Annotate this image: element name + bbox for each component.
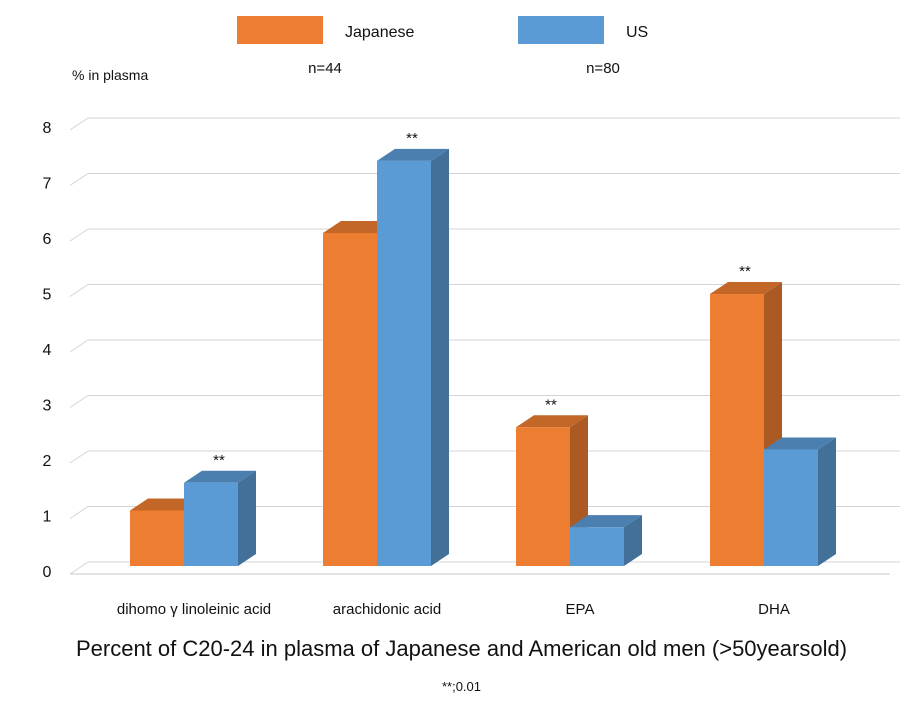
- legend-swatch: [237, 16, 323, 44]
- y-tick-label: 1: [43, 509, 52, 526]
- significance-marker: **: [406, 130, 418, 147]
- bar: [570, 527, 624, 566]
- y-tick-label: 7: [43, 176, 52, 193]
- y-tick-label: 6: [43, 231, 52, 248]
- bar: [323, 233, 377, 566]
- y-axis: 0 1 2 3 4 5 6 7 8: [43, 120, 52, 581]
- gridline-depth: [69, 506, 89, 519]
- y-tick-label: 4: [43, 342, 52, 359]
- x-tick-label: dihomo γ linoleinic acid: [117, 601, 271, 618]
- sample-size-label: n=80: [586, 60, 620, 77]
- gridline-depth: [69, 339, 89, 353]
- bar-top: [570, 515, 642, 528]
- bar: [764, 449, 818, 566]
- x-tick-label: DHA: [758, 601, 790, 618]
- significance-note: **;0.01: [441, 679, 482, 694]
- gridline-depth: [69, 561, 89, 575]
- bar-side: [624, 515, 642, 566]
- bar-side: [238, 470, 256, 566]
- legend: Japanese n=44 US n=80: [237, 16, 648, 77]
- y-tick-label: 5: [43, 287, 52, 304]
- y-axis-label: % in plasma: [72, 67, 148, 83]
- bar-top: [516, 415, 588, 428]
- bar-side: [818, 437, 836, 566]
- significance-marker: **: [213, 452, 225, 469]
- bar: [130, 510, 184, 566]
- bar-top: [184, 470, 256, 483]
- y-tick-label: 8: [43, 120, 52, 137]
- bar: [516, 427, 570, 566]
- significance-marker: **: [545, 396, 557, 413]
- significance-marker: **: [739, 263, 751, 280]
- gridline-depth: [69, 284, 89, 297]
- bar: [710, 294, 764, 566]
- legend-swatch: [518, 16, 604, 44]
- y-tick-label: 3: [43, 398, 52, 415]
- labels: % in plasma ** dihomo γ linoleinic acid ** a…: [72, 67, 790, 618]
- bar-top: [710, 282, 782, 295]
- bar-side: [431, 148, 449, 566]
- x-tick-label: arachidonic acid: [333, 601, 441, 618]
- bar: [184, 482, 238, 566]
- legend-label: US: [626, 24, 648, 41]
- x-tick-label: EPA: [566, 601, 595, 618]
- y-tick-label: 2: [43, 453, 52, 470]
- y-tick-label: 0: [43, 564, 52, 581]
- chart-caption: Percent of C20-24 in plasma of Japanese …: [75, 636, 848, 661]
- bar: [377, 160, 431, 566]
- gridline-depth: [69, 450, 89, 464]
- gridline-depth: [69, 395, 89, 408]
- bar-top: [377, 148, 449, 161]
- gridline-depth: [69, 117, 89, 131]
- bars: [130, 148, 836, 566]
- sample-size-label: n=44: [308, 60, 342, 77]
- bar-top: [764, 437, 836, 450]
- legend-label: Japanese: [345, 24, 414, 41]
- gridline-depth: [69, 173, 89, 186]
- gridline-depth: [69, 228, 89, 242]
